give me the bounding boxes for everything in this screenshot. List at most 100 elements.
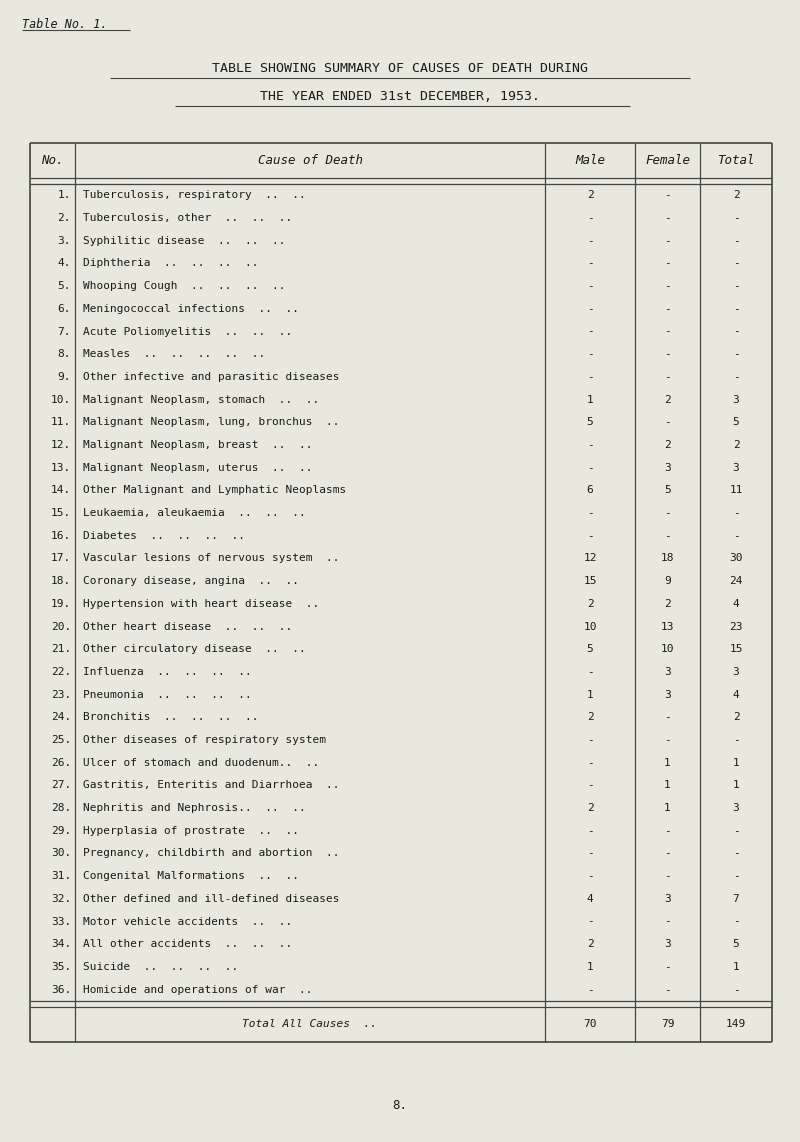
Text: 2: 2 bbox=[586, 598, 594, 609]
Text: 30: 30 bbox=[730, 554, 742, 563]
Text: -: - bbox=[733, 826, 739, 836]
Text: 2: 2 bbox=[733, 440, 739, 450]
Text: -: - bbox=[586, 917, 594, 926]
Text: -: - bbox=[664, 417, 671, 427]
Text: 24.: 24. bbox=[50, 713, 71, 723]
Text: 9: 9 bbox=[664, 577, 671, 586]
Text: 1: 1 bbox=[586, 690, 594, 700]
Text: Nephritis and Nephrosis..  ..  ..: Nephritis and Nephrosis.. .. .. bbox=[83, 803, 306, 813]
Text: -: - bbox=[586, 735, 594, 745]
Text: -: - bbox=[664, 826, 671, 836]
Text: -: - bbox=[733, 327, 739, 337]
Text: 5: 5 bbox=[664, 485, 671, 496]
Text: Congenital Malformations  ..  ..: Congenital Malformations .. .. bbox=[83, 871, 299, 882]
Text: Other Malignant and Lymphatic Neoplasms: Other Malignant and Lymphatic Neoplasms bbox=[83, 485, 346, 496]
Text: -: - bbox=[664, 508, 671, 518]
Text: -: - bbox=[733, 304, 739, 314]
Text: 22.: 22. bbox=[50, 667, 71, 677]
Text: Tuberculosis, respiratory  ..  ..: Tuberculosis, respiratory .. .. bbox=[83, 191, 306, 200]
Text: 3: 3 bbox=[664, 667, 671, 677]
Text: 28.: 28. bbox=[50, 803, 71, 813]
Text: -: - bbox=[733, 372, 739, 381]
Text: 7.: 7. bbox=[58, 327, 71, 337]
Text: -: - bbox=[664, 214, 671, 223]
Text: -: - bbox=[586, 871, 594, 882]
Text: 2: 2 bbox=[586, 191, 594, 200]
Text: Gastritis, Enteritis and Diarrhoea  ..: Gastritis, Enteritis and Diarrhoea .. bbox=[83, 780, 339, 790]
Text: 2: 2 bbox=[586, 803, 594, 813]
Text: 2: 2 bbox=[586, 939, 594, 949]
Text: -: - bbox=[664, 304, 671, 314]
Text: No.: No. bbox=[42, 154, 64, 167]
Text: 5: 5 bbox=[586, 417, 594, 427]
Text: -: - bbox=[733, 531, 739, 541]
Text: 21.: 21. bbox=[50, 644, 71, 654]
Text: -: - bbox=[586, 849, 594, 859]
Text: 5.: 5. bbox=[58, 281, 71, 291]
Text: 15: 15 bbox=[583, 577, 597, 586]
Text: 6: 6 bbox=[586, 485, 594, 496]
Text: -: - bbox=[664, 984, 671, 995]
Text: 36.: 36. bbox=[50, 984, 71, 995]
Text: -: - bbox=[586, 281, 594, 291]
Text: 2: 2 bbox=[664, 598, 671, 609]
Text: 17.: 17. bbox=[50, 554, 71, 563]
Text: Cause of Death: Cause of Death bbox=[258, 154, 362, 167]
Text: 6.: 6. bbox=[58, 304, 71, 314]
Text: Tuberculosis, other  ..  ..  ..: Tuberculosis, other .. .. .. bbox=[83, 214, 292, 223]
Text: -: - bbox=[664, 849, 671, 859]
Text: THE YEAR ENDED 31st DECEMBER, 1953.: THE YEAR ENDED 31st DECEMBER, 1953. bbox=[260, 90, 540, 103]
Text: -: - bbox=[586, 508, 594, 518]
Text: 7: 7 bbox=[733, 894, 739, 903]
Text: TABLE SHOWING SUMMARY OF CAUSES OF DEATH DURING: TABLE SHOWING SUMMARY OF CAUSES OF DEATH… bbox=[212, 62, 588, 75]
Text: Female: Female bbox=[645, 154, 690, 167]
Text: -: - bbox=[733, 281, 739, 291]
Text: 4: 4 bbox=[733, 690, 739, 700]
Text: -: - bbox=[664, 962, 671, 972]
Text: 10: 10 bbox=[661, 644, 674, 654]
Text: -: - bbox=[586, 440, 594, 450]
Text: 3.: 3. bbox=[58, 235, 71, 246]
Text: -: - bbox=[664, 258, 671, 268]
Text: 1: 1 bbox=[664, 803, 671, 813]
Text: -: - bbox=[664, 917, 671, 926]
Text: -: - bbox=[664, 372, 671, 381]
Text: Whooping Cough  ..  ..  ..  ..: Whooping Cough .. .. .. .. bbox=[83, 281, 286, 291]
Text: 2.: 2. bbox=[58, 214, 71, 223]
Text: 3: 3 bbox=[664, 894, 671, 903]
Text: -: - bbox=[586, 463, 594, 473]
Text: Diphtheria  ..  ..  ..  ..: Diphtheria .. .. .. .. bbox=[83, 258, 258, 268]
Text: Vascular lesions of nervous system  ..: Vascular lesions of nervous system .. bbox=[83, 554, 339, 563]
Text: -: - bbox=[586, 214, 594, 223]
Text: Measles  ..  ..  ..  ..  ..: Measles .. .. .. .. .. bbox=[83, 349, 266, 360]
Text: 149: 149 bbox=[726, 1019, 746, 1029]
Text: 2: 2 bbox=[664, 395, 671, 404]
Text: 3: 3 bbox=[733, 803, 739, 813]
Text: Other heart disease  ..  ..  ..: Other heart disease .. .. .. bbox=[83, 621, 292, 632]
Text: -: - bbox=[733, 984, 739, 995]
Text: 15: 15 bbox=[730, 644, 742, 654]
Text: 2: 2 bbox=[586, 713, 594, 723]
Text: 23: 23 bbox=[730, 621, 742, 632]
Text: -: - bbox=[586, 780, 594, 790]
Text: Other circulatory disease  ..  ..: Other circulatory disease .. .. bbox=[83, 644, 306, 654]
Text: 3: 3 bbox=[664, 939, 671, 949]
Text: Malignant Neoplasm, uterus  ..  ..: Malignant Neoplasm, uterus .. .. bbox=[83, 463, 313, 473]
Text: Syphilitic disease  ..  ..  ..: Syphilitic disease .. .. .. bbox=[83, 235, 286, 246]
Text: 2: 2 bbox=[664, 440, 671, 450]
Text: 1: 1 bbox=[733, 962, 739, 972]
Text: 12: 12 bbox=[583, 554, 597, 563]
Text: 79: 79 bbox=[661, 1019, 674, 1029]
Text: Malignant Neoplasm, breast  ..  ..: Malignant Neoplasm, breast .. .. bbox=[83, 440, 313, 450]
Text: 34.: 34. bbox=[50, 939, 71, 949]
Text: -: - bbox=[586, 826, 594, 836]
Text: -: - bbox=[733, 235, 739, 246]
Text: 5: 5 bbox=[733, 939, 739, 949]
Text: 5: 5 bbox=[733, 417, 739, 427]
Text: 18: 18 bbox=[661, 554, 674, 563]
Text: 1: 1 bbox=[733, 757, 739, 767]
Text: Other infective and parasitic diseases: Other infective and parasitic diseases bbox=[83, 372, 339, 381]
Text: -: - bbox=[664, 531, 671, 541]
Text: 19.: 19. bbox=[50, 598, 71, 609]
Text: All other accidents  ..  ..  ..: All other accidents .. .. .. bbox=[83, 939, 292, 949]
